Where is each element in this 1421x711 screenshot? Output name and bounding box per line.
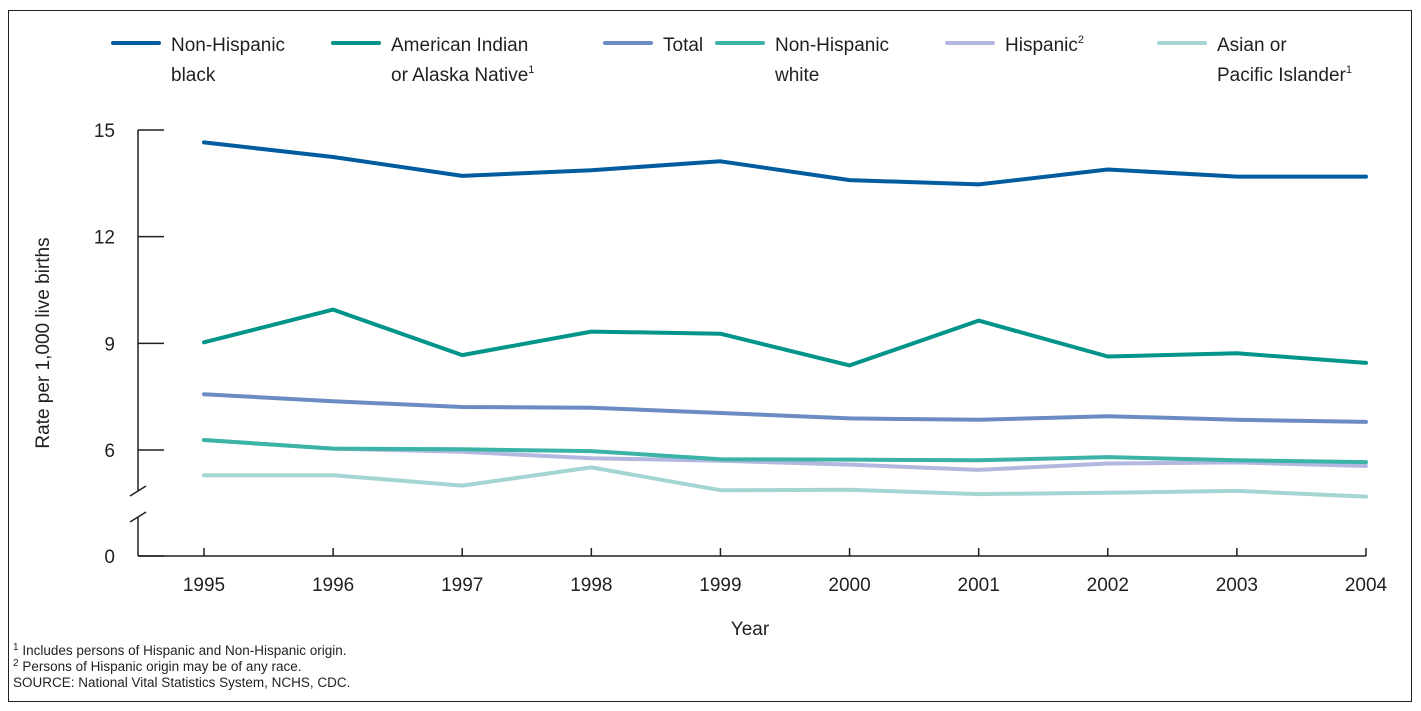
line-chart: Non-Hispanic black American Indian or Alask…	[33, 34, 1388, 640]
legend-item-hispanic: Hispanic2	[945, 34, 1084, 56]
x-tick-label: 2000	[828, 575, 870, 596]
axis-break-slash-lower	[129, 511, 147, 523]
y-axis-break-marker	[129, 485, 147, 523]
legend-label: Pacific Islander1	[1217, 64, 1352, 86]
legend-item-asian-or-pacific-islander: Asian or Pacific Islander1	[1157, 35, 1352, 86]
x-tick-label: 1998	[570, 575, 612, 596]
y-tick-label: 9	[104, 334, 115, 355]
source-note: SOURCE: National Vital Statistics System…	[13, 675, 351, 690]
footnotes: 1 Includes persons of Hispanic and Non-H…	[13, 643, 350, 691]
series-line-non-hispanic-black	[202, 140, 1368, 187]
x-tick-label: 2004	[1345, 575, 1388, 596]
footnote-2: 2 Persons of Hispanic origin may be of a…	[13, 659, 350, 675]
footnote-1-marker: 1	[13, 642, 19, 653]
series-line-american-indian-or-alaska-native	[202, 307, 1368, 368]
legend-label: Non-Hispanic	[171, 35, 285, 56]
x-tick-label: 2001	[958, 575, 1000, 596]
series-lines	[202, 140, 1368, 499]
x-tick-label: 2003	[1216, 575, 1258, 596]
legend-item-american-indian-or-alaska-native: American Indian or Alaska Native1	[331, 35, 534, 86]
y-tick-label: 12	[94, 228, 115, 249]
footnote-2-marker: 2	[13, 658, 19, 669]
x-tick-label: 2002	[1087, 575, 1129, 596]
x-tick-label: 1999	[699, 575, 741, 596]
legend-label: or Alaska Native1	[391, 64, 534, 86]
y-tick-label: 0	[104, 547, 115, 568]
x-tick-label: 1997	[441, 575, 483, 596]
series-line-total	[202, 392, 1368, 424]
y-axis-title: Rate per 1,000 live births	[33, 237, 54, 448]
chart-frame: Non-Hispanic black American Indian or Alask…	[8, 10, 1412, 702]
legend-footnote-marker: 1	[1346, 64, 1352, 76]
legend-label: Non-Hispanic	[775, 35, 889, 56]
legend-label: Total	[663, 35, 703, 56]
legend-label: Hispanic2	[1005, 34, 1084, 56]
x-tick-label: 1995	[183, 575, 225, 596]
legend-footnote-marker: 2	[1078, 34, 1084, 46]
axis-break-slash-upper	[129, 485, 147, 497]
legend-label: Asian or	[1217, 35, 1287, 56]
series-line-hispanic	[202, 438, 1368, 472]
x-axis-ticks: 1995 1996 1997 1998 1999 2000 2001 2002 2003 2004	[183, 548, 1388, 596]
x-tick-label: 1996	[312, 575, 354, 596]
legend-label: white	[774, 65, 819, 86]
footnote-1: 1 Includes persons of Hispanic and Non-H…	[13, 643, 350, 659]
x-axis-title: Year	[731, 619, 770, 640]
legend-label: black	[171, 65, 216, 86]
y-tick-label: 15	[94, 121, 115, 142]
axes: 0 6 9 12 15 1995 1996 1997 1998 1999 2000 2001 2002…	[33, 121, 1388, 640]
legend-item-non-hispanic-white: Non-Hispanic white	[715, 35, 889, 86]
footnote-1-text: Includes persons of Hispanic and Non-His…	[22, 643, 347, 658]
y-tick-label: 6	[104, 441, 115, 462]
legend-item-total: Total	[603, 35, 703, 56]
legend-item-non-hispanic-black: Non-Hispanic black	[111, 35, 285, 86]
series-line-asian-or-pacific-islander	[202, 465, 1368, 499]
legend-label: American Indian	[391, 35, 528, 56]
footnote-2-text: Persons of Hispanic origin may be of any…	[22, 659, 302, 674]
legend-footnote-marker: 1	[528, 64, 534, 76]
y-axis-ticks: 0 6 9 12 15	[94, 121, 164, 568]
legend: Non-Hispanic black American Indian or Alask…	[111, 34, 1352, 86]
series-line-non-hispanic-white	[202, 438, 1368, 465]
